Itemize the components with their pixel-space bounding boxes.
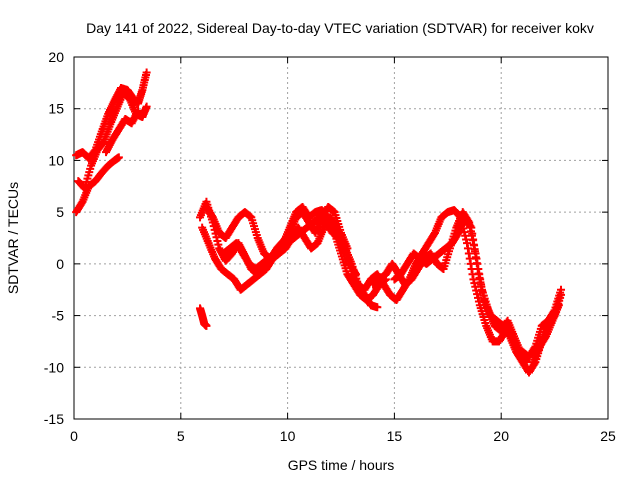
y-tick-label: 5 — [56, 204, 64, 220]
series-arc-1 — [72, 68, 151, 163]
series-arc-5 — [196, 304, 211, 330]
series-arc-3 — [72, 153, 123, 217]
grid — [74, 57, 608, 419]
y-tick-label: 10 — [48, 152, 64, 168]
series-arc-10 — [347, 206, 510, 346]
y-tick-label: 0 — [56, 256, 64, 272]
x-tick-label: 5 — [177, 428, 185, 444]
y-tick-label: -15 — [44, 411, 64, 427]
x-tick-label: 0 — [70, 428, 78, 444]
data-point — [114, 153, 123, 162]
y-tick-label: 20 — [48, 49, 64, 65]
data-point — [554, 301, 563, 310]
data-point — [557, 285, 566, 294]
x-tick-label: 15 — [387, 428, 403, 444]
y-tick-label: -5 — [52, 308, 65, 324]
series-arc-4 — [102, 106, 143, 157]
y-tick-labels: -15 -10 -5 0 5 10 15 20 — [44, 49, 64, 427]
data-point — [373, 303, 382, 312]
ticks — [73, 56, 609, 420]
data-point — [134, 106, 143, 115]
x-axis-label: GPS time / hours — [288, 457, 395, 473]
series-arc-11 — [369, 208, 531, 367]
x-tick-label: 25 — [600, 428, 616, 444]
chart-title: Day 141 of 2022, Sidereal Day-to-day VTE… — [86, 20, 594, 36]
series-arc-2 — [74, 89, 151, 193]
data-point — [202, 321, 211, 330]
plot-frame — [73, 56, 609, 420]
x-tick-labels: 0 5 10 15 20 25 — [70, 428, 616, 444]
y-tick-label: -10 — [44, 359, 64, 375]
x-tick-label: 20 — [493, 428, 509, 444]
series-arc-14 — [529, 301, 563, 367]
x-tick-label: 10 — [280, 428, 296, 444]
y-axis-label: SDTVAR / TECUs — [5, 182, 21, 294]
y-tick-label: 15 — [48, 101, 64, 117]
data-point — [142, 102, 151, 111]
data-points — [72, 68, 566, 377]
data-point — [142, 68, 151, 77]
